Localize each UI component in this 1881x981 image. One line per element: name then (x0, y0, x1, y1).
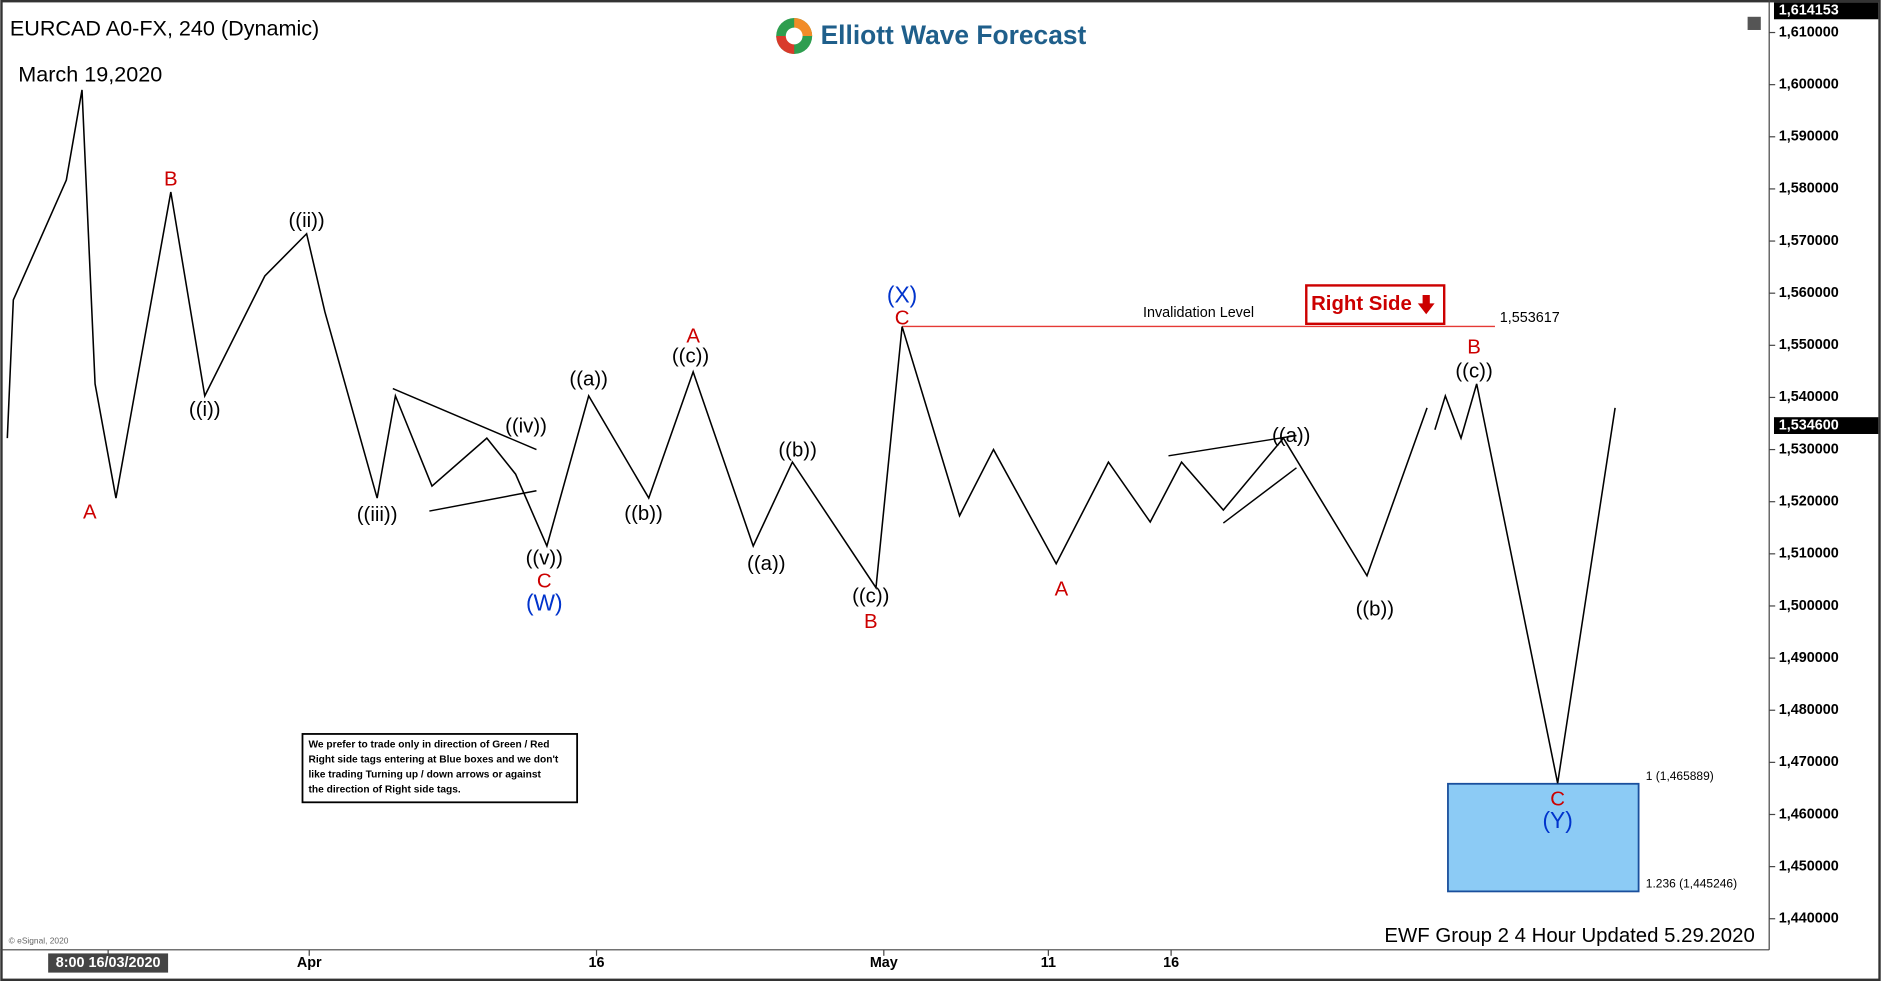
note-frame (301, 733, 579, 804)
wave-label: B (864, 611, 878, 633)
price-tag-box (1773, 2, 1879, 20)
wave-label: B (164, 168, 178, 190)
wave-label: C (895, 308, 910, 330)
wave-label: C (537, 570, 552, 592)
y-tick-label: 1,560000 (1779, 285, 1839, 301)
x-tick-label: 8:00 16/03/2020 (56, 955, 161, 971)
y-tick-label: 1,440000 (1779, 911, 1839, 927)
invalidation-value: 1,553617 (1500, 310, 1560, 326)
price-tag-label: 1,614153 (1779, 3, 1839, 19)
y-tick-label: 1,470000 (1779, 754, 1839, 770)
wave-label: A (83, 502, 97, 524)
x-tick-label: 16 (1163, 955, 1179, 971)
y-tick-label: 1,540000 (1779, 389, 1839, 405)
wave-label: ((b)) (778, 440, 816, 462)
x-tick-label: Apr (297, 955, 322, 971)
invalidation-label: Invalidation Level (1143, 305, 1254, 321)
right-side-tag: Right Side (1305, 284, 1446, 326)
y-tick-label: 1,500000 (1779, 598, 1839, 614)
brand-name: Elliott Wave Forecast (821, 20, 1087, 50)
note-line: We prefer to trade only in direction of … (308, 739, 549, 750)
right-side-label: Right Side (1311, 293, 1412, 315)
fib-label: 1 (1,465889) (1646, 769, 1714, 783)
fib-label: 1.236 (1,445246) (1646, 876, 1737, 890)
credit: © eSignal, 2020 (9, 936, 69, 946)
wave-label: ((c)) (1455, 360, 1492, 382)
chart-title: EURCAD A0-FX, 240 (Dynamic) (10, 16, 319, 41)
price-tag-box (1773, 417, 1879, 434)
footer: EWF Group 2 4 Hour Updated 5.29.2020 (1384, 925, 1754, 947)
wave-label: (W) (526, 589, 563, 615)
price-line (6, 89, 1428, 590)
wave-label: ((iv)) (505, 416, 547, 438)
down-arrow (1417, 295, 1435, 315)
logo-center (785, 27, 803, 45)
y-tick-label: 1,580000 (1779, 181, 1839, 197)
note-line: like trading Turning up / down arrows or… (308, 769, 541, 780)
note-box (301, 733, 579, 804)
wave-label: (X) (887, 281, 917, 307)
wave-label: C (1550, 788, 1565, 810)
trendline (429, 490, 537, 512)
price-line (1434, 383, 1616, 784)
wave-label: ((b)) (1356, 599, 1394, 621)
wave-label: B (1467, 336, 1481, 358)
y-tick-label: 1,460000 (1779, 806, 1839, 822)
y-tick-label: 1,450000 (1779, 858, 1839, 874)
note-line: Right side tags entering at Blue boxes a… (308, 754, 558, 765)
y-tick-label: 1,550000 (1779, 337, 1839, 353)
y-tick-label: 1,510000 (1779, 546, 1839, 562)
y-tick-label: 1,480000 (1779, 702, 1839, 718)
brand-logo: Elliott Wave Forecast (776, 17, 1087, 54)
x-tick-label: 16 (589, 955, 605, 971)
wave-label: ((i)) (189, 399, 221, 421)
wave-label: ((a)) (1272, 425, 1310, 447)
wave-label: ((iii)) (357, 504, 398, 526)
trendline (1168, 434, 1297, 457)
y-tick-label: 1,590000 (1779, 129, 1839, 145)
wave-label: A (1055, 579, 1069, 601)
y-tick-label: 1,610000 (1779, 24, 1839, 40)
window-icon (1747, 16, 1761, 30)
target-box (1447, 782, 1640, 893)
chart-subtitle: March 19,2020 (18, 61, 162, 86)
wave-label: (Y) (1542, 807, 1572, 833)
x-tick-label: 11 (1041, 955, 1056, 971)
trendline (392, 387, 537, 451)
y-tick-label: 1,530000 (1779, 441, 1839, 457)
wave-label: ((a)) (747, 553, 785, 575)
y-tick-label: 1,520000 (1779, 494, 1839, 510)
wave-label: ((c)) (852, 585, 889, 607)
wave-label: ((c)) (672, 346, 709, 368)
price-tag-label: 1,534600 (1779, 417, 1839, 433)
y-tick-label: 1,570000 (1779, 233, 1839, 249)
wave-label: A (686, 325, 700, 347)
trendline (1222, 467, 1297, 524)
x-tick-label: May (870, 955, 898, 971)
y-tick-label: 1,600000 (1779, 76, 1839, 92)
wave-label: ((a)) (569, 369, 607, 391)
y-tick-label: 1,490000 (1779, 650, 1839, 666)
wave-label: ((ii)) (289, 210, 325, 232)
wave-label: ((b)) (624, 503, 662, 525)
wave-label: ((v)) (526, 547, 563, 569)
cursor-time-box (48, 953, 169, 973)
note-line: the direction of Right side tags. (308, 784, 460, 795)
